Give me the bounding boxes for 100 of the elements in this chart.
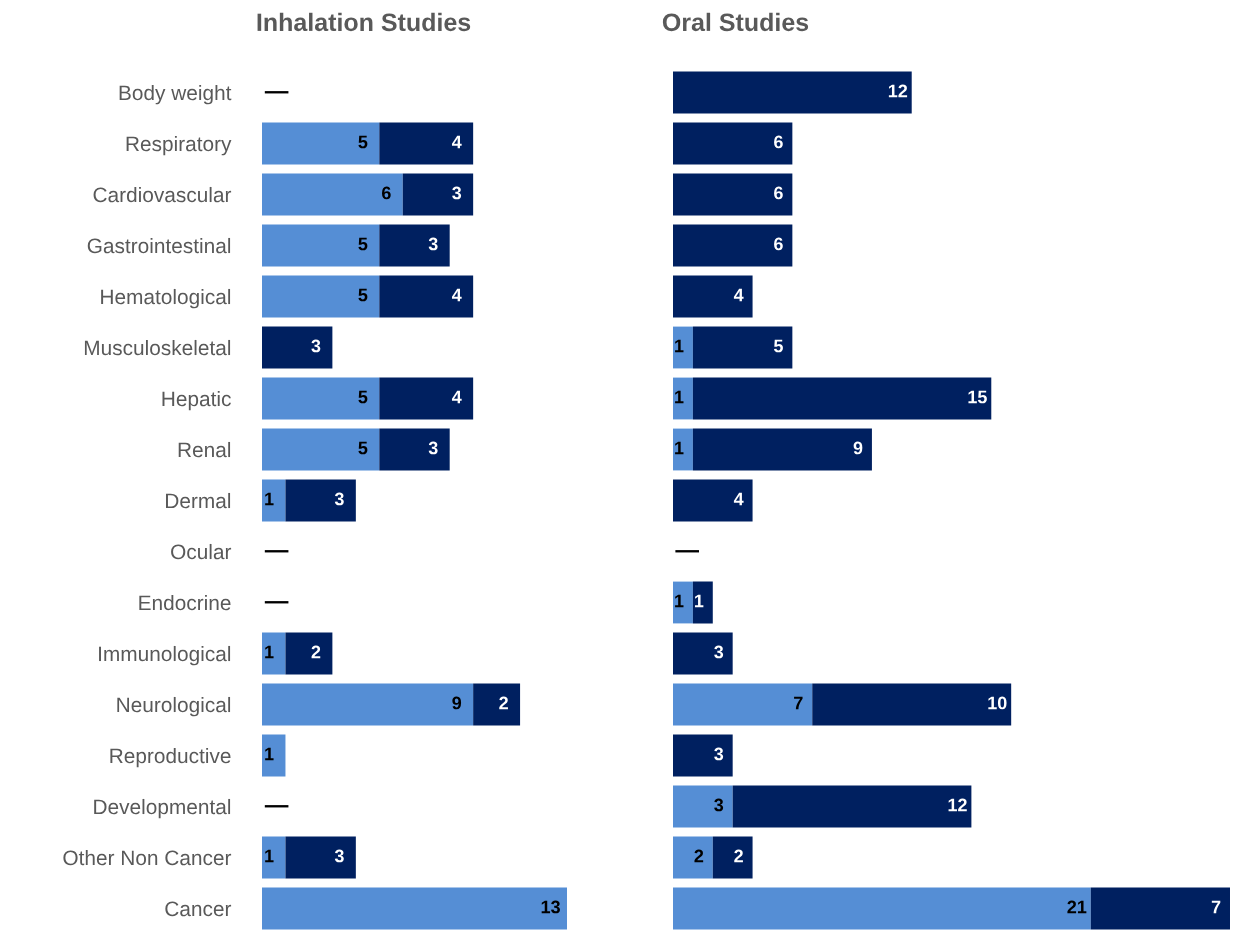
data-label: 6 xyxy=(774,186,783,200)
y-tick-label: Other Non Cancer xyxy=(63,849,232,866)
bar xyxy=(262,479,286,522)
data-label: 5 xyxy=(773,339,783,353)
bar xyxy=(812,683,1012,726)
bar xyxy=(673,224,793,267)
data-label: 5 xyxy=(358,135,368,149)
y-tick-label: Cancer xyxy=(165,901,232,917)
data-label: 5 xyxy=(358,390,368,404)
y-tick-label: Reproductive xyxy=(110,747,231,768)
y-tick-label: Musculoskeletal xyxy=(84,339,231,356)
data-label: 3 xyxy=(714,798,724,812)
y-tick-label: Dermal xyxy=(166,492,231,509)
data-label: 12 xyxy=(948,798,967,812)
bar xyxy=(673,581,693,624)
bar xyxy=(379,122,474,165)
y-tick-label: Endocrine xyxy=(139,594,231,611)
bar xyxy=(473,683,521,726)
data-label: 2 xyxy=(311,645,321,659)
data-label: 5 xyxy=(358,288,368,302)
y-tick-label: Respiratory xyxy=(126,135,232,156)
data-label: 1 xyxy=(675,594,684,608)
data-label: 5 xyxy=(358,441,368,455)
bar xyxy=(262,887,567,930)
bar xyxy=(673,683,813,726)
data-label: 1 xyxy=(265,645,274,659)
data-label: 10 xyxy=(988,696,1007,710)
bar xyxy=(379,275,474,318)
data-label: 1 xyxy=(265,747,274,761)
bar xyxy=(673,785,733,828)
y-tick-label: Ocular xyxy=(171,543,232,560)
data-label: — xyxy=(675,550,699,553)
bar xyxy=(262,122,380,165)
data-label: 21 xyxy=(1067,900,1087,914)
data-label: 3 xyxy=(428,441,438,455)
data-label: 3 xyxy=(714,747,724,761)
data-label: 6 xyxy=(774,237,783,251)
data-label: 6 xyxy=(774,135,783,149)
bar xyxy=(673,71,912,114)
bar xyxy=(673,479,753,522)
data-label: — xyxy=(264,91,289,94)
data-label: 9 xyxy=(452,696,462,710)
y-tick-label: Hematological xyxy=(101,288,231,309)
bar xyxy=(673,836,713,879)
bar xyxy=(673,173,793,216)
y-tick-label: Gastrointestinal xyxy=(87,237,231,254)
data-label: 6 xyxy=(381,186,391,200)
data-label: 12 xyxy=(888,84,908,98)
bar xyxy=(1090,887,1230,930)
bar xyxy=(673,122,793,165)
data-label: 1 xyxy=(265,849,274,863)
bar xyxy=(379,224,450,267)
y-tick-label: Neurological xyxy=(117,696,231,717)
bar xyxy=(262,632,286,675)
data-label: 3 xyxy=(428,237,438,251)
data-label: 2 xyxy=(694,849,704,863)
data-label: 1 xyxy=(675,339,684,353)
bar xyxy=(262,224,380,267)
y-tick-label: Hepatic xyxy=(162,390,231,411)
bar xyxy=(732,785,972,828)
bar xyxy=(262,173,403,216)
bar xyxy=(673,275,753,318)
bar xyxy=(285,632,333,675)
bar xyxy=(402,173,474,216)
bar xyxy=(379,377,474,420)
y-tick-label: Renal xyxy=(178,441,231,458)
data-label: 7 xyxy=(1211,900,1221,914)
chart-title: Oral Studies xyxy=(662,12,809,32)
bar xyxy=(379,428,450,471)
bar xyxy=(262,428,380,471)
bar xyxy=(692,428,872,471)
data-label: 1 xyxy=(675,441,684,455)
chart-title: Inhalation Studies xyxy=(257,12,471,32)
bar xyxy=(285,479,356,522)
data-label: 5 xyxy=(358,237,368,251)
data-label: 4 xyxy=(451,288,462,302)
bar xyxy=(262,836,286,879)
data-label: — xyxy=(264,805,289,808)
bar xyxy=(692,326,793,369)
data-label: — xyxy=(264,601,289,604)
data-label: 9 xyxy=(853,441,863,455)
data-label: 1 xyxy=(694,594,704,608)
bar xyxy=(673,734,733,777)
data-label: 7 xyxy=(794,696,803,710)
data-label: 3 xyxy=(334,492,344,506)
data-label: 3 xyxy=(452,186,462,200)
data-label: 2 xyxy=(734,849,743,863)
bar xyxy=(673,887,1091,930)
data-label: 2 xyxy=(499,696,508,710)
data-label: 4 xyxy=(451,135,462,149)
data-label: 4 xyxy=(733,492,744,506)
bar xyxy=(673,326,693,369)
bar xyxy=(673,632,733,675)
data-label: 3 xyxy=(334,849,344,863)
data-label: 1 xyxy=(265,492,274,506)
bar xyxy=(262,377,380,420)
y-tick-label: Developmental xyxy=(94,798,231,819)
bar xyxy=(285,836,356,879)
bar xyxy=(262,275,380,318)
data-label: 13 xyxy=(541,900,560,914)
